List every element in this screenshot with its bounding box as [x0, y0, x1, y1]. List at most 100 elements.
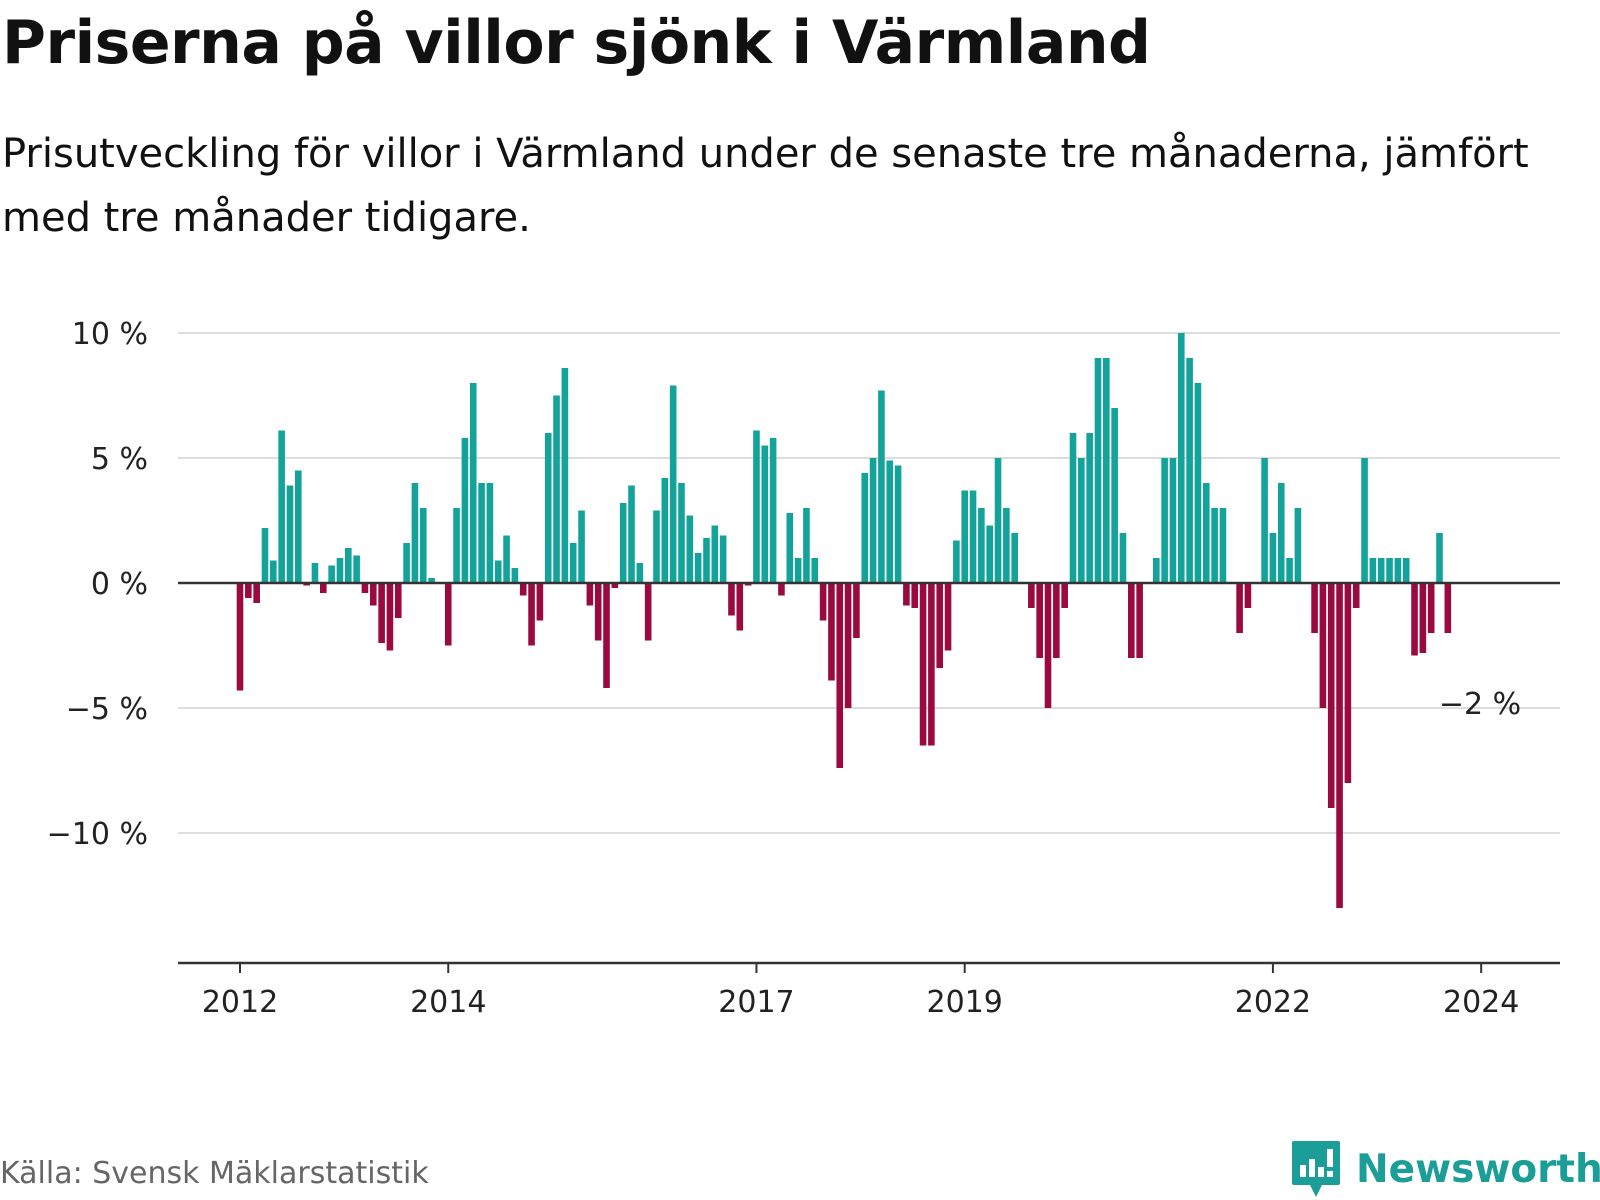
bar	[811, 558, 819, 583]
bar	[1086, 433, 1093, 583]
bar	[311, 563, 319, 583]
bar	[461, 438, 469, 583]
bar	[628, 485, 635, 583]
bar	[1053, 583, 1060, 658]
bar	[761, 445, 769, 583]
bar	[544, 433, 552, 583]
bar	[253, 583, 260, 603]
bar	[861, 473, 869, 583]
bar	[1261, 458, 1268, 583]
bar	[453, 508, 460, 583]
bar	[1294, 508, 1302, 583]
axes	[178, 581, 1560, 973]
bar	[478, 483, 485, 583]
bar	[1327, 583, 1335, 808]
bar	[1386, 558, 1393, 583]
bar	[1153, 558, 1160, 583]
bar	[1094, 358, 1102, 583]
bar	[1319, 583, 1327, 708]
bar	[1011, 533, 1018, 583]
bar	[1078, 458, 1085, 583]
bar	[611, 583, 619, 588]
x-tick-label: 2022	[1235, 985, 1311, 1020]
bar	[603, 583, 610, 688]
brand-name: Newsworthy	[1356, 1146, 1600, 1192]
bar	[794, 558, 802, 583]
y-tick-label: −10 %	[47, 817, 148, 852]
y-tick-label: 0 %	[91, 567, 148, 602]
bar	[403, 543, 410, 583]
bar	[944, 583, 952, 651]
newsworthy-logo-icon	[1292, 1141, 1340, 1197]
bar	[361, 583, 369, 593]
bar	[1336, 583, 1343, 908]
bar	[344, 548, 352, 583]
bar	[953, 540, 960, 583]
bar	[886, 460, 894, 583]
bar	[1211, 508, 1218, 583]
bar	[753, 430, 760, 583]
bar	[486, 483, 494, 583]
bar	[378, 583, 385, 643]
bar	[528, 583, 535, 646]
bar	[969, 490, 977, 583]
bar	[503, 535, 510, 583]
bar	[278, 430, 285, 583]
bar	[1128, 583, 1135, 658]
bar	[1219, 508, 1227, 583]
bar	[1369, 558, 1377, 583]
bar	[295, 470, 302, 583]
bar	[678, 483, 685, 583]
bar	[778, 583, 785, 596]
bar	[353, 555, 360, 583]
bar	[769, 438, 777, 583]
bar	[1111, 408, 1118, 583]
bar	[1411, 583, 1418, 656]
bar	[1427, 583, 1435, 633]
bar	[1236, 583, 1243, 633]
bar	[1186, 358, 1193, 583]
bar	[711, 525, 719, 583]
source-note: Källa: Svensk Mäklarstatistik	[0, 1156, 429, 1191]
bar	[819, 583, 827, 621]
bar	[578, 510, 585, 583]
bar	[619, 503, 627, 583]
bar	[894, 465, 902, 583]
bar	[1061, 583, 1068, 608]
bar	[828, 583, 835, 681]
y-tick-label: 10 %	[72, 317, 148, 352]
chart-title: Priserna på villor sjönk i Värmland	[2, 8, 1151, 78]
bar	[903, 583, 910, 606]
bar	[1069, 433, 1077, 583]
bar	[1402, 558, 1410, 583]
x-tick-label: 2024	[1443, 985, 1519, 1020]
bar	[1119, 533, 1127, 583]
bar	[1394, 558, 1402, 583]
bar	[328, 565, 335, 583]
bar	[594, 583, 602, 641]
bar	[636, 563, 644, 583]
bar	[1003, 508, 1010, 583]
bar	[1028, 583, 1035, 608]
bar	[553, 395, 560, 583]
bar	[320, 583, 327, 593]
x-tick-label: 2012	[202, 985, 278, 1020]
bar	[1161, 458, 1168, 583]
bar	[786, 513, 794, 583]
bar	[961, 490, 969, 583]
bar	[869, 458, 877, 583]
bar	[994, 458, 1002, 583]
bar	[686, 515, 694, 583]
bar	[878, 390, 885, 583]
bar	[978, 508, 985, 583]
bar	[1244, 583, 1252, 608]
bar	[286, 485, 294, 583]
last-value-annotation: −2 %	[1439, 687, 1521, 722]
bar	[270, 560, 277, 583]
bar	[336, 558, 344, 583]
bar	[853, 583, 860, 638]
chart-subtitle: Prisutveckling för villor i Värmland und…	[2, 131, 1529, 241]
bar	[1311, 583, 1318, 633]
x-tick-label: 2017	[718, 985, 794, 1020]
